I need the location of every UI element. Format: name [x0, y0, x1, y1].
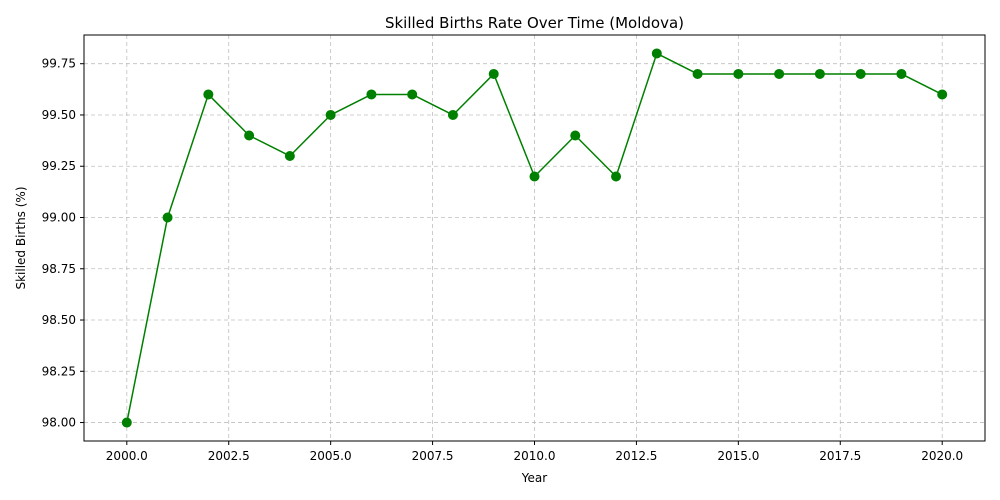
- y-tick-label: 98.75: [42, 262, 76, 276]
- x-axis-label: Year: [521, 471, 547, 485]
- data-point: [121, 417, 132, 428]
- y-axis-label: Skilled Births (%): [14, 186, 28, 289]
- x-tick-label: 2012.5: [615, 449, 657, 463]
- y-tick-label: 99.75: [42, 57, 76, 71]
- y-tick-label: 99.25: [42, 159, 76, 173]
- data-point: [203, 89, 214, 100]
- grid-layer: [84, 35, 985, 441]
- series-layer: [121, 48, 948, 428]
- data-point: [814, 68, 825, 79]
- y-tick-label: 98.50: [42, 313, 76, 327]
- data-point: [611, 171, 622, 182]
- ticks-layer: 2000.0 2002.5 2005.0 2007.5 2010.0 2012.5 2015…: [42, 57, 964, 463]
- x-tick-label: 2017.5: [819, 449, 861, 463]
- y-tick-label: 98.00: [42, 416, 76, 430]
- data-point: [488, 68, 499, 79]
- chart-title: Skilled Births Rate Over Time (Moldova): [385, 14, 684, 32]
- x-tick-label: 2007.5: [412, 449, 454, 463]
- data-point: [774, 68, 785, 79]
- data-point: [366, 89, 377, 100]
- data-point: [896, 68, 907, 79]
- x-tick-label: 2015.0: [717, 449, 759, 463]
- x-tick-label: 2020.0: [921, 449, 963, 463]
- x-tick-label: 2010.0: [514, 449, 556, 463]
- data-point: [244, 130, 255, 141]
- data-point: [325, 109, 336, 120]
- y-tick-label: 98.25: [42, 364, 76, 378]
- x-tick-label: 2005.0: [310, 449, 352, 463]
- data-point: [284, 150, 295, 161]
- data-point: [162, 212, 173, 223]
- data-point: [407, 89, 418, 100]
- data-point: [570, 130, 581, 141]
- y-tick-label: 99.50: [42, 108, 76, 122]
- data-point: [855, 68, 866, 79]
- data-point: [692, 68, 703, 79]
- data-point: [651, 48, 662, 59]
- data-point: [447, 109, 458, 120]
- data-point: [529, 171, 540, 182]
- x-tick-label: 2000.0: [106, 449, 148, 463]
- data-point: [733, 68, 744, 79]
- data-point: [937, 89, 948, 100]
- y-tick-label: 99.00: [42, 210, 76, 224]
- x-tick-label: 2002.5: [208, 449, 250, 463]
